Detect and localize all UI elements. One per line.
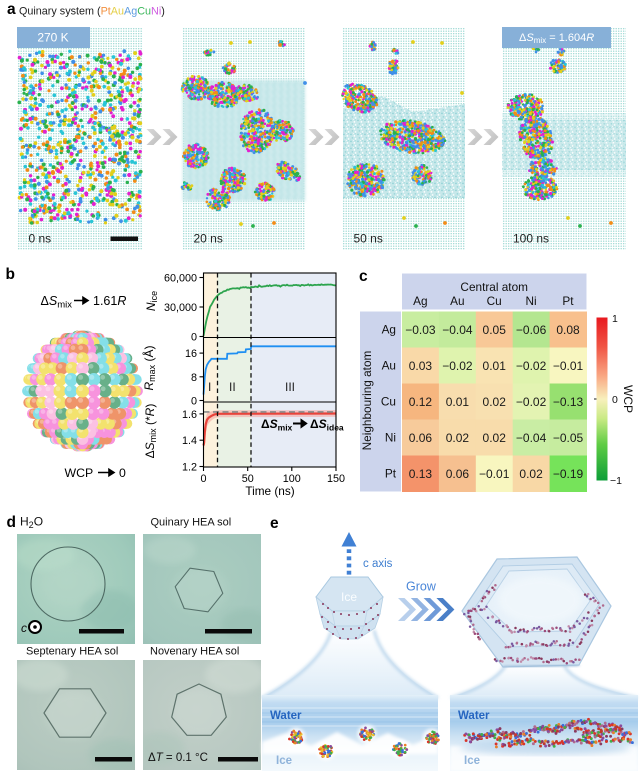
svg-text:20 ns: 20 ns bbox=[194, 232, 223, 246]
svg-text:ΔSmix = 1.604R: ΔSmix = 1.604R bbox=[519, 32, 594, 45]
svg-text:Quinary system (PtAuAgCuNi): Quinary system (PtAuAgCuNi) bbox=[19, 6, 165, 18]
svg-text:100 ns: 100 ns bbox=[513, 232, 549, 246]
svg-text:1.61R: 1.61R bbox=[93, 294, 126, 308]
svg-text:270 K: 270 K bbox=[37, 31, 68, 45]
svg-text:b: b bbox=[6, 266, 15, 283]
svg-text:0: 0 bbox=[119, 466, 126, 480]
svg-text:50 ns: 50 ns bbox=[354, 232, 383, 246]
svg-text:a: a bbox=[7, 1, 16, 18]
svg-text:0 ns: 0 ns bbox=[29, 232, 52, 246]
svg-text:ΔSmix: ΔSmix bbox=[41, 294, 73, 311]
svg-text:WCP: WCP bbox=[65, 466, 94, 480]
